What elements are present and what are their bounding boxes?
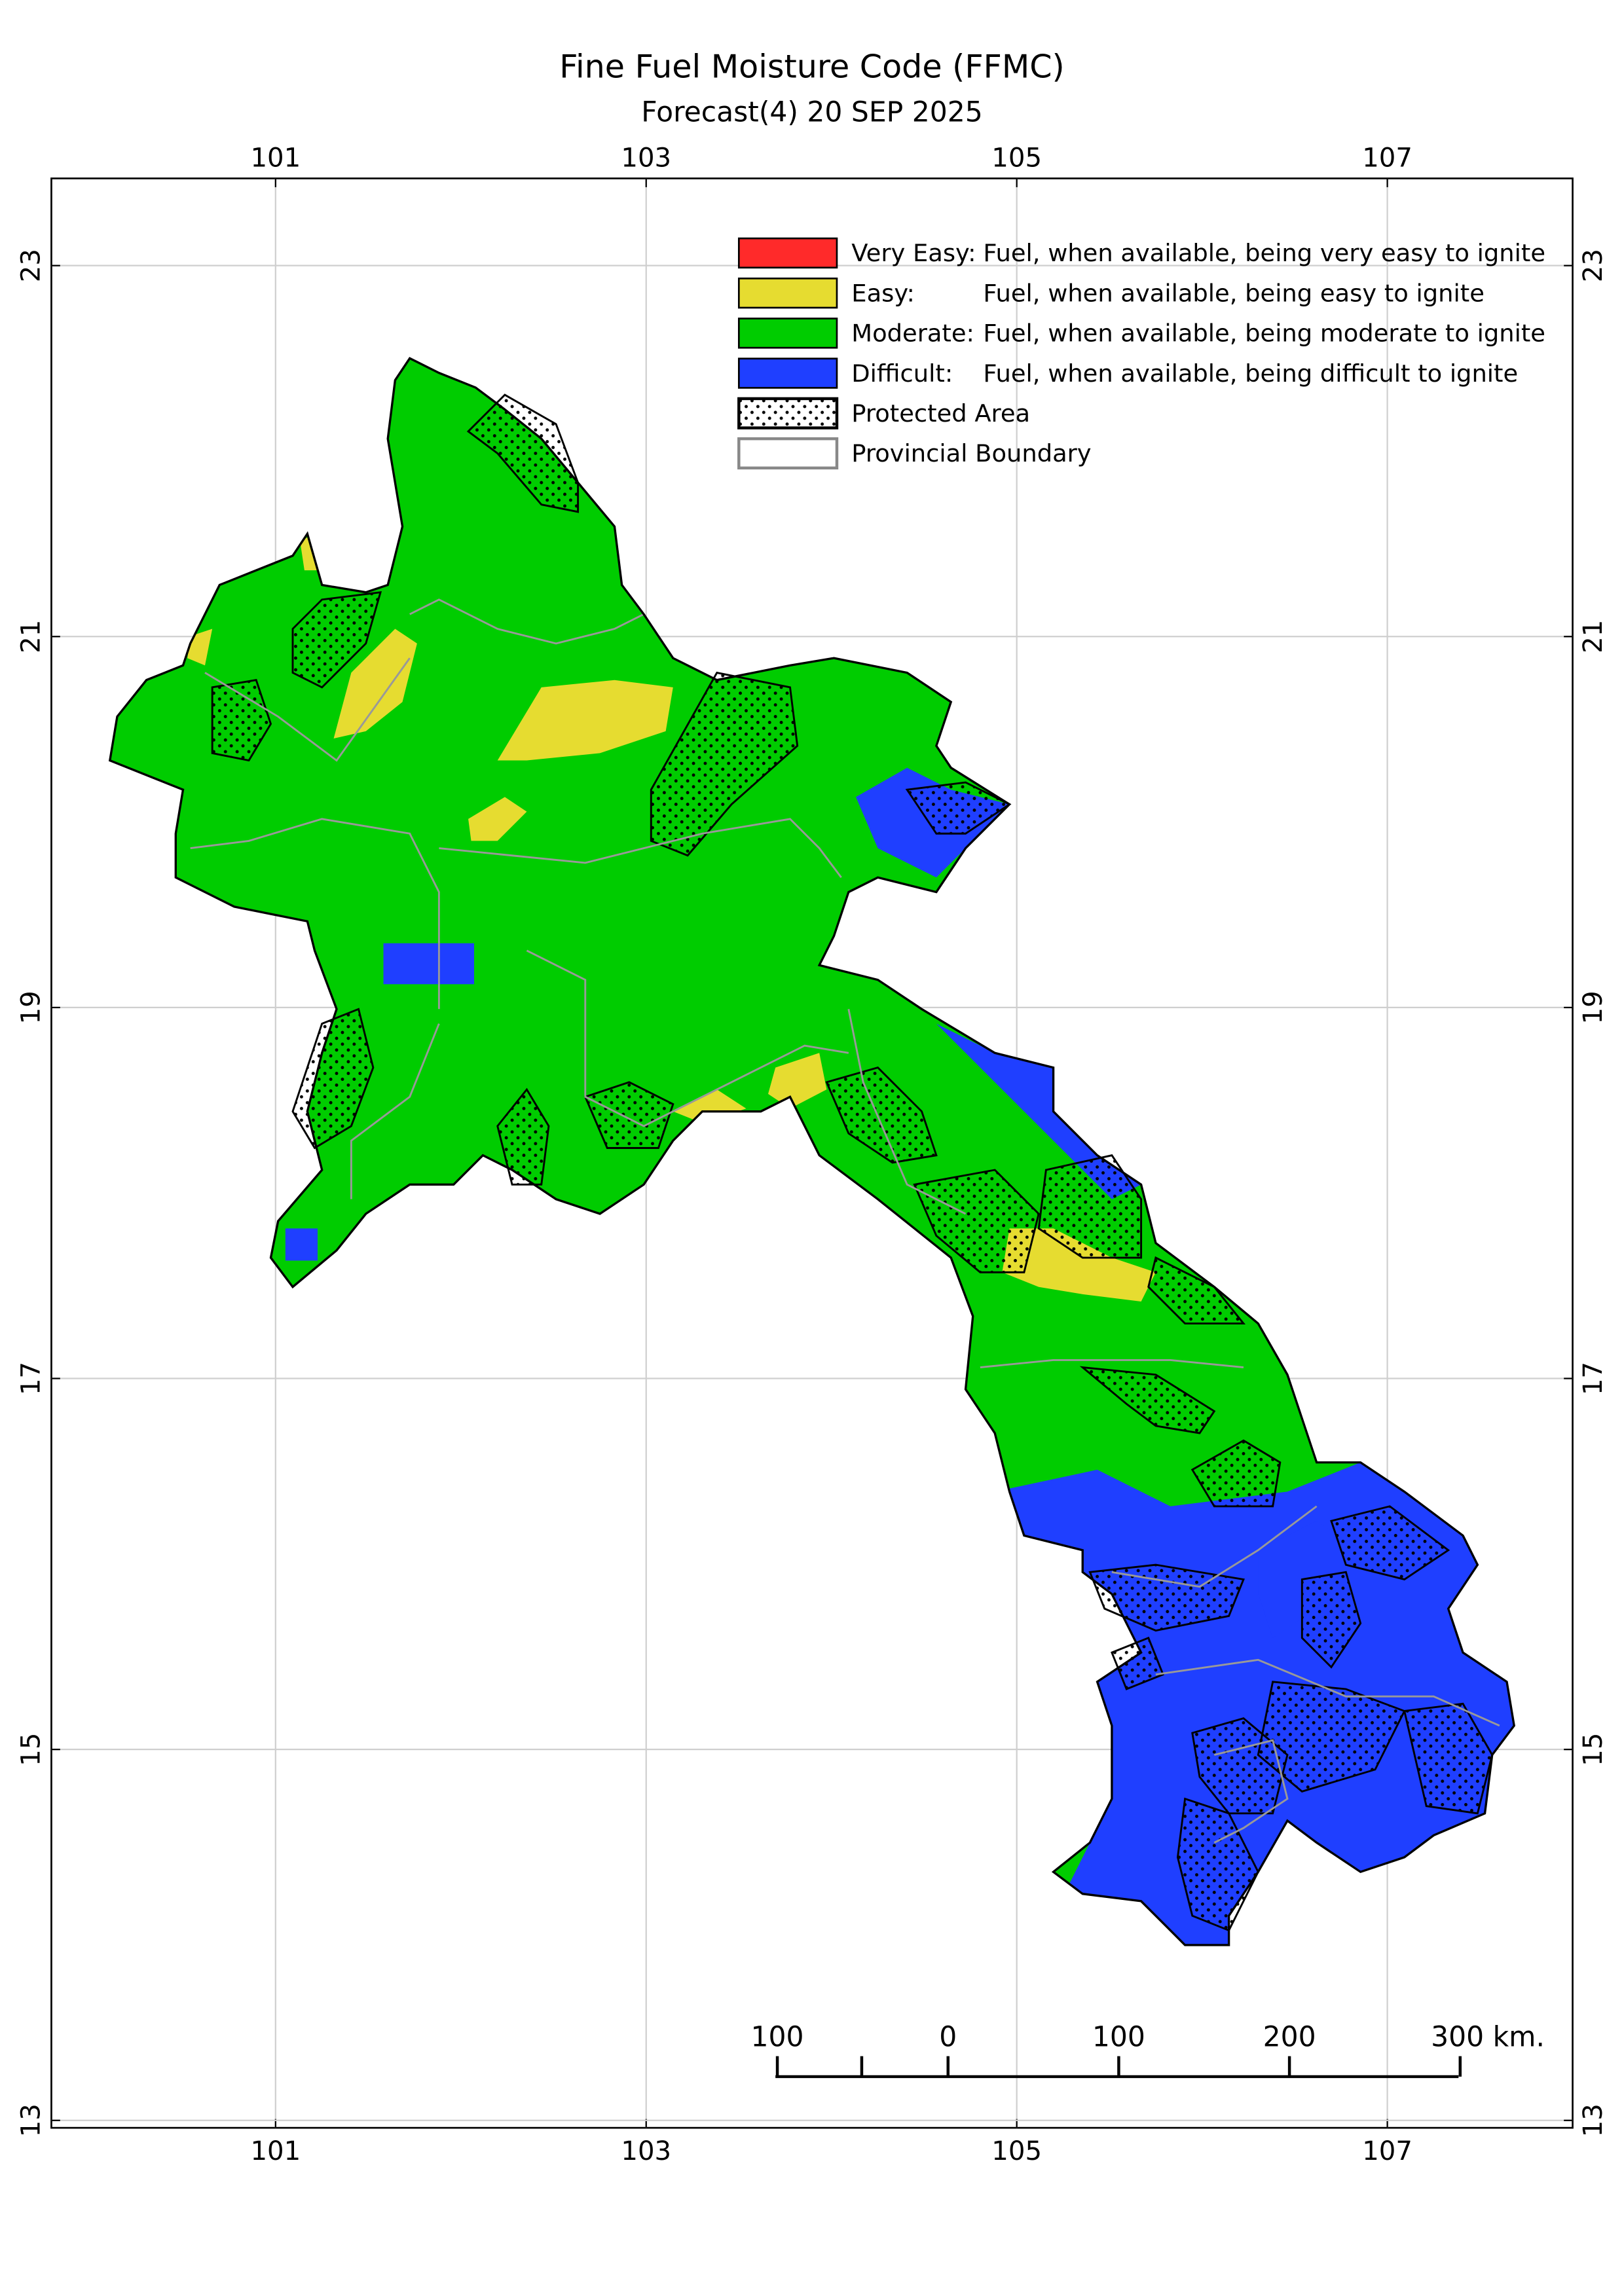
legend-description: Fuel, when available, being moderate to … [983, 319, 1545, 348]
protected-area [496, 1087, 550, 1186]
legend-swatch [737, 357, 838, 389]
protected-area [466, 393, 580, 513]
protected-area [825, 1066, 938, 1164]
protected-area [1301, 1571, 1362, 1669]
lon-label: 103 [621, 2136, 671, 2166]
provincial-boundary [1213, 1739, 1289, 1844]
protected-area [211, 679, 272, 762]
protected-area [1330, 1505, 1450, 1581]
lat-label: 17 [16, 1362, 46, 1395]
difficult-area [285, 1228, 318, 1261]
map-title: Fine Fuel Moisture Code (FFMC) [559, 47, 1064, 85]
legend-swatch [737, 277, 838, 309]
protected-area [913, 1169, 1040, 1273]
protected-area [650, 671, 799, 857]
legend-label: Protected Area [851, 399, 1030, 428]
provincial-boundary [1111, 1505, 1318, 1588]
legend-label: Difficult: [851, 359, 953, 388]
legend-swatch [737, 397, 839, 429]
provincial-boundary [847, 1009, 967, 1215]
lat-label: 15 [1578, 1733, 1608, 1766]
legend-description: Fuel, when available, being difficult to… [983, 359, 1518, 388]
protected-area [1147, 1256, 1246, 1325]
protected-area [1088, 1563, 1245, 1632]
legend: Very Easy: Fuel, when available, being ve… [737, 237, 1545, 470]
lat-label: 13 [1578, 2104, 1608, 2137]
provincial-boundary [350, 1023, 440, 1199]
scale-bar: 100 0 100 200 300 km. [751, 2021, 1545, 2079]
lon-label: 101 [250, 2136, 301, 2166]
difficult-area [383, 943, 475, 985]
provincial-boundary [1155, 1658, 1500, 1727]
protected-area [905, 781, 1012, 835]
easy-area [497, 680, 673, 761]
scale-bar-label: 200 [1263, 2021, 1316, 2053]
lat-label: 23 [16, 249, 46, 282]
lat-label: 13 [16, 2104, 46, 2137]
legend-label: Moderate: [851, 319, 974, 348]
protected-area [1190, 1439, 1282, 1508]
easy-area [767, 1053, 827, 1109]
lat-label: 19 [1578, 991, 1608, 1024]
protected-area [583, 1081, 674, 1149]
provincial-boundary [439, 818, 842, 879]
lat-label: 23 [1578, 249, 1608, 282]
lat-label: 21 [16, 620, 46, 653]
easy-area [1002, 1228, 1156, 1302]
lat-label: 21 [1578, 620, 1608, 653]
lon-label: 101 [250, 143, 301, 173]
protected-area [1037, 1154, 1143, 1259]
legend-label: Easy: [851, 279, 915, 307]
protected-area [291, 591, 382, 689]
legend-description: Fuel, when available, being easy to igni… [983, 279, 1485, 307]
lat-label: 17 [1578, 1362, 1608, 1395]
lat-label: 19 [16, 991, 46, 1024]
provincial-boundary [409, 598, 644, 645]
lon-label: 103 [621, 143, 671, 173]
provincial-boundary [190, 818, 440, 1010]
scale-bar-label: 0 [939, 2021, 957, 2053]
easy-area [673, 1089, 747, 1123]
scale-bar-label: 100 [1092, 2021, 1145, 2053]
provincial-boundary [526, 949, 849, 1127]
easy-area [333, 629, 417, 739]
lon-label: 105 [991, 2136, 1042, 2166]
legend-swatch [737, 237, 838, 269]
legend-swatch [737, 437, 839, 470]
provincial-boundaries [190, 598, 1500, 1844]
provincial-boundary [980, 1358, 1244, 1369]
difficult-area [936, 1023, 1141, 1199]
legend-label: Provincial Boundary [851, 439, 1091, 467]
lat-label: 15 [16, 1733, 46, 1766]
legend-label: Very Easy: [851, 239, 976, 267]
provincial-boundary [204, 657, 411, 762]
lon-label: 107 [1362, 143, 1412, 173]
map-subtitle: Forecast(4) 20 SEP 2025 [641, 97, 983, 129]
legend-swatch [737, 318, 838, 349]
scale-bar-label: 100 [751, 2021, 804, 2053]
lon-label: 105 [991, 143, 1042, 173]
protected-area [1079, 1366, 1216, 1434]
scale-bar-label: 300 km. [1431, 2021, 1545, 2053]
lon-label: 107 [1362, 2136, 1412, 2166]
legend-description: Fuel, when available, being very easy to… [983, 239, 1545, 267]
easy-area [468, 797, 527, 841]
protected-area [291, 1008, 375, 1150]
